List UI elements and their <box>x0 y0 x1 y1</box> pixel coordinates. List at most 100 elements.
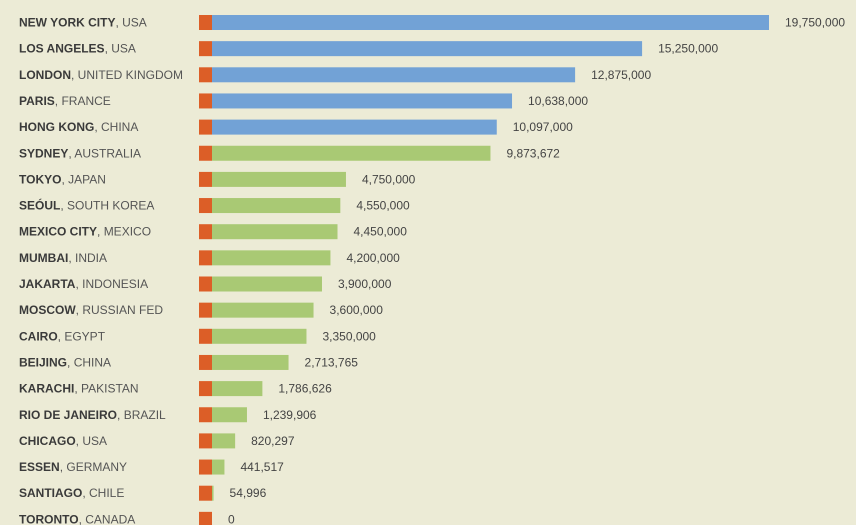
label-separator: , <box>115 16 122 30</box>
bar <box>212 198 341 214</box>
country-name: CHINA <box>101 120 138 134</box>
country-name: FRANCE <box>61 94 110 108</box>
bar <box>212 302 314 318</box>
value-label: 1,786,626 <box>278 382 332 396</box>
category-label: SANTIAGO, CHILE <box>19 486 124 500</box>
bar <box>212 433 236 449</box>
bar-stub <box>199 15 212 30</box>
bar-stub <box>199 171 212 187</box>
value-label: 4,200,000 <box>346 251 400 265</box>
bar <box>212 276 322 292</box>
country-name: UNITED KINGDOM <box>78 68 183 82</box>
bar-stub <box>199 459 212 475</box>
bar-stub <box>199 250 212 266</box>
bar-stub <box>199 198 212 214</box>
value-label: 15,250,000 <box>658 42 718 56</box>
city-name: MOSCOW <box>19 303 76 317</box>
category-label: RIO DE JANEIRO, BRAZIL <box>19 408 166 422</box>
category-label: LONDON, UNITED KINGDOM <box>19 68 183 82</box>
city-name: TORONTO <box>19 512 79 525</box>
bar <box>212 67 576 83</box>
bar-stub <box>199 145 212 161</box>
label-separator: , <box>97 225 104 239</box>
bar <box>212 41 643 57</box>
country-name: INDONESIA <box>82 277 148 291</box>
country-name: INDIA <box>75 251 107 265</box>
category-label: TORONTO, CANADA <box>19 512 135 525</box>
bar-stub <box>199 302 212 318</box>
bar-stub <box>199 41 212 57</box>
country-name: CHINA <box>74 355 111 369</box>
country-name: AUSTRALIA <box>74 146 141 160</box>
category-label: PARIS, FRANCE <box>19 94 111 108</box>
value-label: 2,713,765 <box>305 355 359 369</box>
label-separator: , <box>76 434 83 448</box>
bar <box>212 250 331 266</box>
value-label: 10,638,000 <box>528 94 588 108</box>
bar <box>212 407 247 423</box>
category-label: BEIJING, CHINA <box>19 355 111 369</box>
category-label: LOS ANGELES, USA <box>19 42 136 56</box>
city-name: LONDON <box>19 68 71 82</box>
category-label: KARACHI, PAKISTAN <box>19 382 139 396</box>
bar <box>212 171 346 187</box>
category-label: NEW YORK CITY, USA <box>19 16 147 30</box>
value-label: 12,875,000 <box>591 68 651 82</box>
country-name: EGYPT <box>64 329 105 343</box>
bar-stub <box>199 433 212 449</box>
category-label: JAKARTA, INDONESIA <box>19 277 148 291</box>
bar <box>212 119 497 135</box>
country-name: USA <box>111 42 136 56</box>
bar <box>212 459 225 475</box>
bar <box>212 15 769 30</box>
value-label: 4,550,000 <box>356 199 410 213</box>
label-separator: , <box>60 199 67 213</box>
city-name: JAKARTA <box>19 277 76 291</box>
bar-stub <box>199 224 212 240</box>
bar-stub <box>199 511 212 525</box>
label-separator: , <box>76 303 83 317</box>
city-name: SANTIAGO <box>19 486 82 500</box>
category-label: SYDNEY, AUSTRALIA <box>19 146 141 160</box>
label-separator: , <box>58 329 65 343</box>
value-label: 9,873,672 <box>506 146 560 160</box>
label-separator: , <box>71 68 78 82</box>
category-label: HONG KONG, CHINA <box>19 120 138 134</box>
value-label: 4,750,000 <box>362 172 416 186</box>
country-name: CHILE <box>89 486 124 500</box>
category-label: MEXICO CITY, MEXICO <box>19 225 151 239</box>
value-label: 3,900,000 <box>338 277 392 291</box>
label-separator: , <box>68 146 74 160</box>
label-separator: , <box>67 355 74 369</box>
bar-stub <box>199 93 212 109</box>
category-label: MUMBAI, INDIA <box>19 251 107 265</box>
label-separator: , <box>94 120 101 134</box>
bar <box>212 328 307 344</box>
city-name: SYDNEY <box>19 146 68 160</box>
bar <box>212 224 338 240</box>
bar-stub <box>199 381 212 397</box>
country-name: CANADA <box>85 512 135 525</box>
country-name: GERMANY <box>66 460 127 474</box>
city-name: LOS ANGELES <box>19 42 105 56</box>
label-separator: , <box>60 460 67 474</box>
bar-stub <box>199 354 212 370</box>
city-name: RIO DE JANEIRO <box>19 408 117 422</box>
value-label: 54,996 <box>230 486 267 500</box>
value-label: 19,750,000 <box>785 16 845 30</box>
value-label: 820,297 <box>251 434 295 448</box>
label-separator: , <box>61 172 68 186</box>
value-label: 10,097,000 <box>513 120 573 134</box>
city-name: ESSEN <box>19 460 60 474</box>
value-label: 0 <box>228 512 235 525</box>
label-separator: , <box>68 251 75 265</box>
city-name: CAIRO <box>19 329 58 343</box>
label-separator: , <box>75 277 82 291</box>
city-name: MUMBAI <box>19 251 68 265</box>
value-label: 441,517 <box>240 460 284 474</box>
category-label: CAIRO, EGYPT <box>19 329 106 343</box>
city-name: BEIJING <box>19 355 67 369</box>
bar-stub <box>199 407 212 423</box>
bar-stub <box>199 328 212 344</box>
